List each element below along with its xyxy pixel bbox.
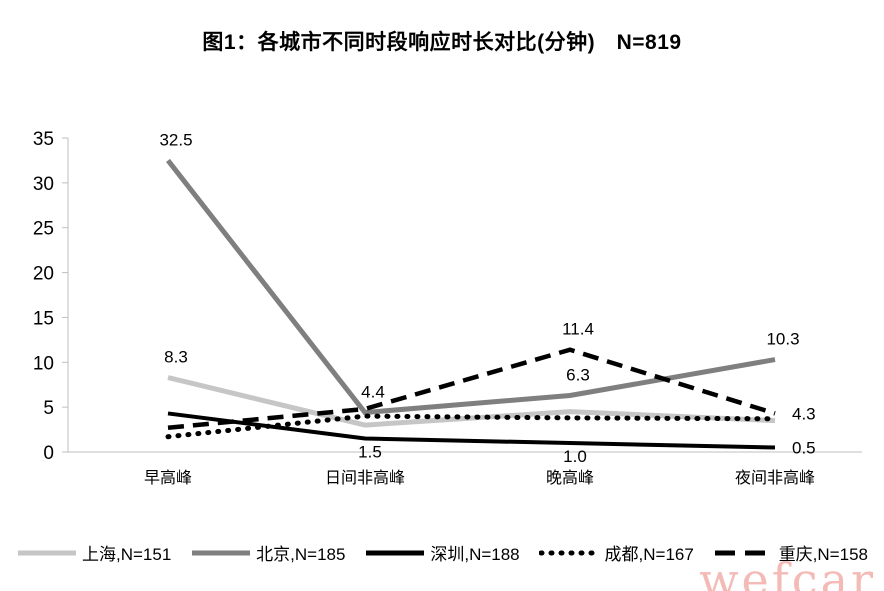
data-label-11.4: 11.4 (562, 320, 594, 339)
legend-label-shenzhen: 深圳,N=188 (430, 545, 520, 564)
legend-item-shenzhen: 深圳,N=188 (364, 540, 520, 565)
figure-title: 图1：各城市不同时段响应时长对比(分钟) N=819 (202, 31, 682, 54)
x-category-label-3: 晚高峰 (546, 469, 594, 487)
x-category-labels: 早高峰 日间非高峰 晚高峰 夜间非高峰 (144, 469, 815, 487)
y-tick-label: 25 (33, 219, 54, 240)
legend-swatch-chengdu-icon (538, 550, 601, 555)
axes (62, 137, 862, 453)
legend-label-chongqing: 重庆,N=158 (778, 545, 868, 564)
x-category-label-4: 夜间非高峰 (735, 469, 815, 487)
y-tick-label: 35 (33, 129, 54, 150)
y-tick-label: 5 (43, 398, 54, 419)
chart-legend: 上海,N=151 北京,N=185 深圳,N=188 成都,N=167 重庆,N=158 (16, 540, 868, 565)
data-label-1.0: 1.0 (563, 447, 587, 466)
data-label-1.5: 1.5 (358, 443, 382, 462)
data-point-labels: 32.5 8.3 4.4 1.5 11.4 6.3 1.0 10.3 4.3 0.5 (159, 130, 815, 466)
y-tick-label: 30 (33, 174, 54, 195)
legend-swatch-shenzhen-icon (366, 550, 425, 555)
data-label-4.3: 4.3 (792, 404, 816, 423)
data-label-0.5: 0.5 (792, 439, 816, 458)
legend-swatch-shanghai-icon (18, 550, 76, 555)
line-chart: 0 5 10 15 20 25 30 35 早高峰 日间非高峰 晚高峰 夜间非高峰 32.5 8.3 4.4… (33, 129, 862, 487)
data-label-8.3: 8.3 (164, 348, 188, 367)
legend-label-beijing: 北京,N=185 (256, 545, 346, 564)
watermark-text: wefcar (699, 553, 876, 591)
legend-item-beijing: 北京,N=185 (190, 540, 345, 565)
legend-item-chongqing: 重庆,N=158 (713, 540, 868, 565)
legend-swatch-beijing-icon (192, 550, 251, 555)
y-tick-label: 20 (33, 264, 54, 285)
data-label-10.3: 10.3 (766, 330, 799, 349)
y-tick-label: 0 (43, 443, 54, 464)
series-line-chongqing (167, 347, 776, 431)
data-label-6.3: 6.3 (566, 365, 590, 384)
data-label-32.5: 32.5 (159, 130, 192, 149)
series-line-chengdu (165, 413, 778, 440)
x-category-label-2: 日间非高峰 (325, 469, 405, 487)
series-line-beijing (166, 158, 776, 416)
data-label-4.4: 4.4 (361, 383, 385, 402)
legend-item-shanghai: 上海,N=151 (16, 540, 171, 565)
legend-label-shanghai: 上海,N=151 (82, 545, 172, 564)
y-tick-label: 10 (33, 353, 54, 374)
legend-item-chengdu: 成都,N=167 (538, 540, 694, 565)
y-tick-labels: 0 5 10 15 20 25 30 35 (33, 129, 54, 464)
y-tick-label: 15 (33, 308, 54, 329)
legend-label-chengdu: 成都,N=167 (604, 545, 694, 564)
legend-swatch-chongqing-icon (714, 550, 773, 555)
x-category-label-1: 早高峰 (144, 469, 192, 487)
